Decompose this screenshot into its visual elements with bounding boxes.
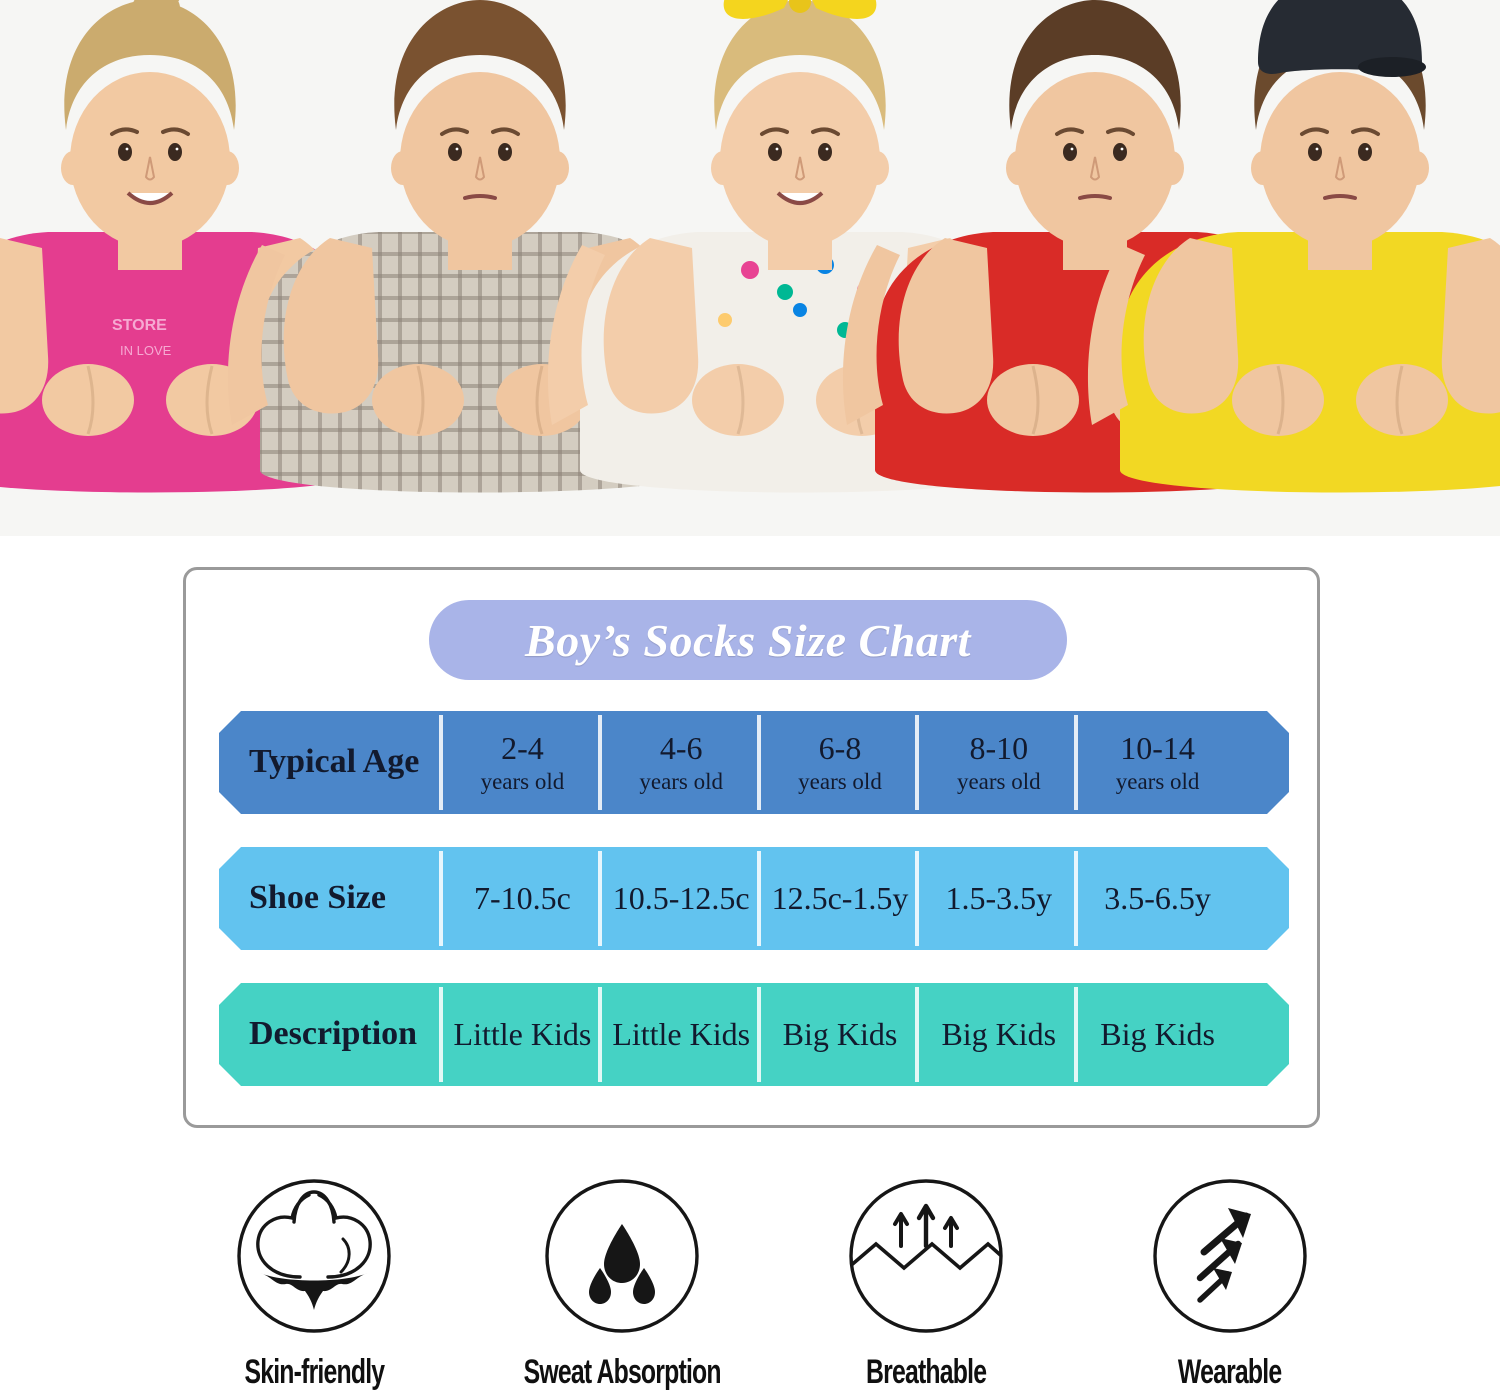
- svg-text:IN LOVE: IN LOVE: [120, 343, 172, 358]
- svg-text:STORE: STORE: [112, 317, 167, 334]
